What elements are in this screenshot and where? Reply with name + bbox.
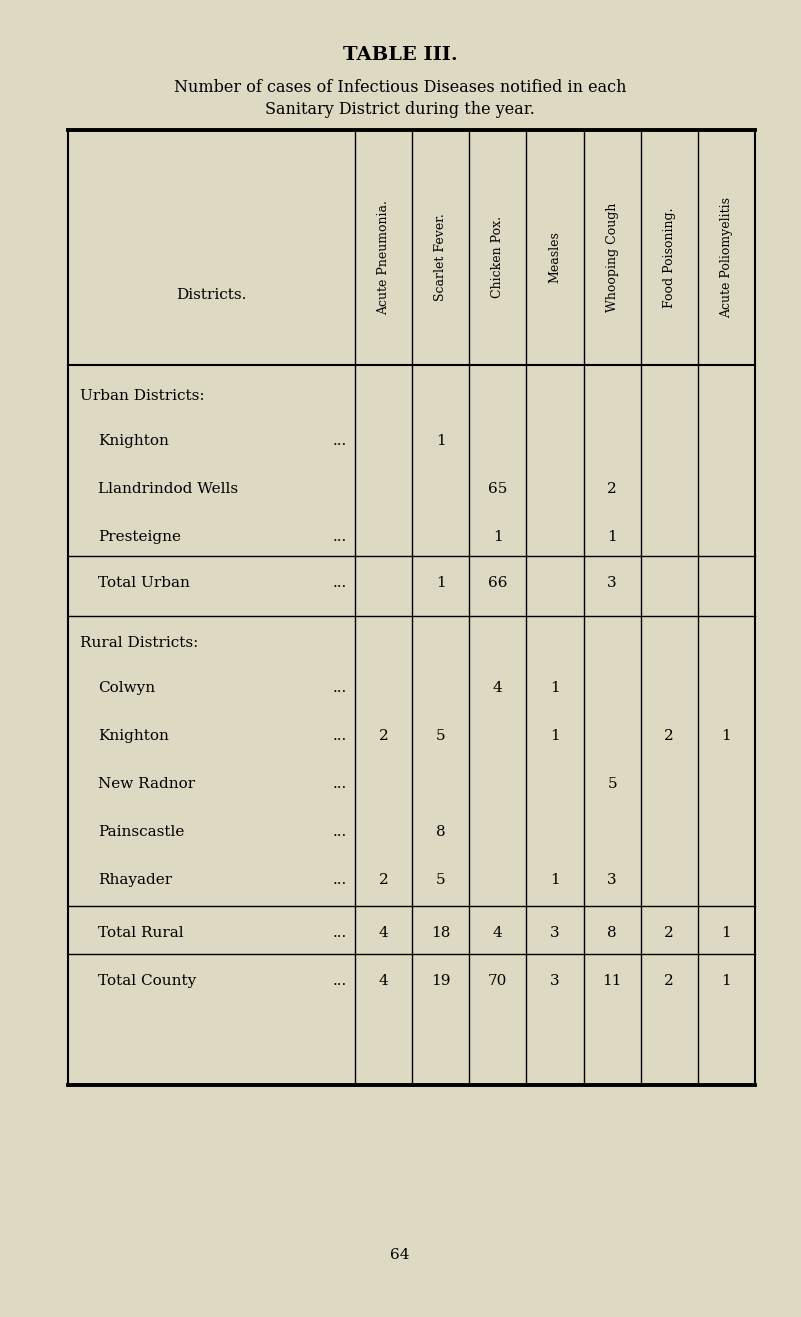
Text: Knighton: Knighton [98,435,169,448]
Text: 4: 4 [493,681,503,695]
Text: Acute Pneumonia.: Acute Pneumonia. [377,200,390,315]
Text: 2: 2 [664,730,674,743]
Text: 2: 2 [379,873,388,888]
Text: Acute Poliomyelitis: Acute Poliomyelitis [720,198,733,317]
Text: Total Rural: Total Rural [98,926,183,940]
Text: Colwyn: Colwyn [98,681,155,695]
Text: 2: 2 [664,975,674,988]
Text: Rhayader: Rhayader [98,873,172,888]
Text: 2: 2 [664,926,674,940]
Text: 11: 11 [602,975,622,988]
Text: 1: 1 [722,730,731,743]
Text: ...: ... [332,730,347,743]
Text: 1: 1 [493,529,503,544]
Text: Presteigne: Presteigne [98,529,181,544]
Text: Urban Districts:: Urban Districts: [80,389,204,403]
Text: 3: 3 [607,576,617,590]
Text: ...: ... [332,926,347,940]
Text: 4: 4 [379,926,388,940]
Text: Number of cases of Infectious Diseases notified in each: Number of cases of Infectious Diseases n… [174,79,626,96]
Text: 2: 2 [379,730,388,743]
Text: Whooping Cough: Whooping Cough [606,203,618,312]
Text: ...: ... [332,824,347,839]
Text: 1: 1 [550,730,560,743]
Text: 1: 1 [550,681,560,695]
Text: 1: 1 [722,926,731,940]
Text: New Radnor: New Radnor [98,777,195,792]
Text: 1: 1 [436,576,445,590]
Text: ...: ... [332,777,347,792]
Text: Rural Districts:: Rural Districts: [80,636,199,651]
Text: 4: 4 [379,975,388,988]
Text: 3: 3 [550,926,560,940]
Text: 70: 70 [488,975,508,988]
Text: ...: ... [332,975,347,988]
Text: ...: ... [332,681,347,695]
Text: 4: 4 [493,926,503,940]
Text: Total County: Total County [98,975,196,988]
Text: Total Urban: Total Urban [98,576,190,590]
Text: Sanitary District during the year.: Sanitary District during the year. [265,101,535,119]
Text: 1: 1 [722,975,731,988]
Text: ...: ... [332,576,347,590]
Text: Food Poisoning.: Food Poisoning. [662,207,676,308]
Text: 1: 1 [436,435,445,448]
Text: Chicken Pox.: Chicken Pox. [491,216,505,299]
Text: 5: 5 [607,777,617,792]
Text: 5: 5 [436,730,445,743]
Text: Districts.: Districts. [176,288,247,302]
Text: 5: 5 [436,873,445,888]
Text: 64: 64 [390,1249,410,1262]
Text: 3: 3 [607,873,617,888]
Text: 1: 1 [607,529,617,544]
Text: 8: 8 [436,824,445,839]
Text: ...: ... [332,873,347,888]
Text: Painscastle: Painscastle [98,824,184,839]
Text: 18: 18 [431,926,450,940]
Text: ...: ... [332,435,347,448]
Text: ...: ... [332,529,347,544]
Text: 19: 19 [431,975,450,988]
Text: TABLE III.: TABLE III. [343,46,457,65]
Text: 65: 65 [488,482,508,497]
Text: 66: 66 [488,576,508,590]
Text: Knighton: Knighton [98,730,169,743]
Text: Scarlet Fever.: Scarlet Fever. [434,213,447,302]
Text: 3: 3 [550,975,560,988]
Text: Measles: Measles [549,232,562,283]
Text: 2: 2 [607,482,617,497]
Text: 8: 8 [607,926,617,940]
Text: 1: 1 [550,873,560,888]
Text: Llandrindod Wells: Llandrindod Wells [98,482,238,497]
